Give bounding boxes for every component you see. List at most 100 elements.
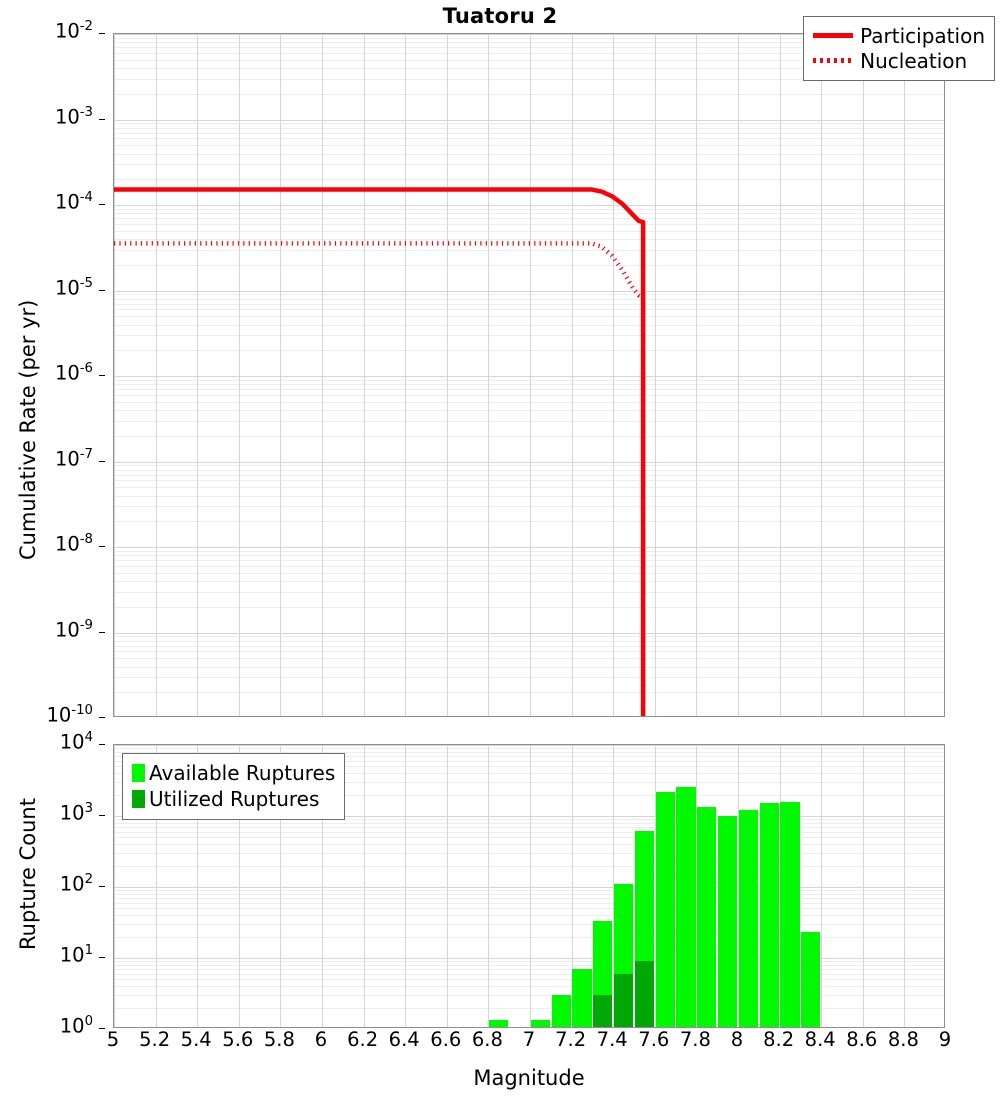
gridline-vertical bbox=[447, 745, 448, 1027]
rate-curves bbox=[114, 187, 646, 716]
gridline-minor-horizontal bbox=[114, 213, 944, 214]
gridline-minor-horizontal bbox=[114, 866, 944, 867]
gridline-minor-horizontal bbox=[114, 316, 944, 317]
y-axis-tick-mark bbox=[99, 1028, 105, 1029]
gridline-minor-horizontal bbox=[114, 304, 944, 305]
y-axis-tick-mark bbox=[99, 546, 105, 547]
rupture-count-plot: Available Ruptures Utilized Ruptures bbox=[113, 744, 945, 1028]
y-axis-tick-label: 103 bbox=[59, 801, 93, 825]
rupture-histogram bbox=[114, 745, 944, 1027]
gridline-minor-horizontal bbox=[114, 756, 944, 757]
gridline-major-horizontal bbox=[114, 547, 944, 548]
gridline-major-horizontal bbox=[114, 462, 944, 463]
gridline-minor-horizontal bbox=[114, 325, 944, 326]
gridline-major-horizontal bbox=[114, 887, 944, 888]
gridline-minor-horizontal bbox=[114, 480, 944, 481]
gridline-vertical bbox=[405, 34, 406, 716]
gridline-major-horizontal bbox=[114, 816, 944, 817]
bar-available-ruptures bbox=[759, 803, 779, 1027]
x-axis-tick-label: 5.8 bbox=[263, 1028, 295, 1051]
gridline-major-horizontal bbox=[114, 958, 944, 959]
y-axis-tick-mark bbox=[99, 375, 105, 376]
y-axis-tick-label: 10-6 bbox=[54, 361, 93, 385]
gridline-minor-horizontal bbox=[114, 224, 944, 225]
bar-available-ruptures bbox=[655, 791, 675, 1027]
gridline-minor-horizontal bbox=[114, 827, 944, 828]
x-axis-tick-label: 5.4 bbox=[180, 1028, 212, 1051]
x-axis-tick-label: 5.6 bbox=[222, 1028, 254, 1051]
gridline-minor-horizontal bbox=[114, 965, 944, 966]
x-axis-tick-label: 9 bbox=[938, 1028, 952, 1051]
legend-label-utilized-ruptures: Utilized Ruptures bbox=[149, 787, 320, 811]
gridline-minor-horizontal bbox=[114, 692, 944, 693]
x-axis-tick-label: 8.8 bbox=[887, 1028, 919, 1051]
gridline-minor-horizontal bbox=[114, 908, 944, 909]
bar-utilized-ruptures bbox=[613, 973, 634, 1027]
y-axis-tick-mark bbox=[99, 119, 105, 120]
gridline-vertical bbox=[239, 745, 240, 1027]
y-axis-tick-label: 10-7 bbox=[54, 446, 93, 470]
gridline-minor-horizontal bbox=[114, 898, 944, 899]
legend-item-utilized-ruptures: Utilized Ruptures bbox=[132, 786, 335, 812]
bar-available-ruptures bbox=[489, 1020, 509, 1027]
gridline-minor-horizontal bbox=[114, 239, 944, 240]
gridline-vertical bbox=[197, 34, 198, 716]
participation-line-swatch bbox=[813, 26, 854, 46]
x-axis-tick-label: 8.6 bbox=[846, 1028, 878, 1051]
x-axis-tick-label: 6.2 bbox=[347, 1028, 379, 1051]
gridline-minor-horizontal bbox=[114, 410, 944, 411]
bar-available-ruptures bbox=[697, 806, 717, 1027]
gridline-minor-horizontal bbox=[114, 560, 944, 561]
gridline-vertical bbox=[156, 34, 157, 716]
gridline-minor-horizontal bbox=[114, 974, 944, 975]
bar-available-ruptures bbox=[738, 810, 759, 1027]
gridline-minor-horizontal bbox=[114, 658, 944, 659]
y-axis-tick-mark bbox=[99, 290, 105, 291]
legend-item-participation: Participation bbox=[813, 23, 985, 48]
y-axis-tick-label: 10-5 bbox=[54, 275, 93, 299]
gridline-vertical bbox=[322, 745, 323, 1027]
gridline-minor-horizontal bbox=[114, 299, 944, 300]
x-axis-tick-label: 6.8 bbox=[471, 1028, 503, 1051]
y-axis-tick-mark bbox=[99, 461, 105, 462]
gridline-vertical bbox=[530, 745, 531, 1027]
gridline-vertical bbox=[613, 34, 614, 716]
y-axis-tick-label: 10-8 bbox=[54, 532, 93, 556]
gridline-minor-horizontal bbox=[114, 677, 944, 678]
gridline-vertical bbox=[405, 745, 406, 1027]
gridline-vertical bbox=[863, 34, 864, 716]
cumulative-rate-plot bbox=[113, 33, 945, 717]
gridline-vertical bbox=[488, 34, 489, 716]
gridline-major-horizontal bbox=[114, 745, 944, 746]
gridline-minor-horizontal bbox=[114, 294, 944, 295]
legend-label-available-ruptures: Available Ruptures bbox=[149, 761, 336, 785]
gridline-vertical bbox=[280, 745, 281, 1027]
gridline-minor-horizontal bbox=[114, 470, 944, 471]
gridline-vertical bbox=[863, 745, 864, 1027]
gridline-minor-horizontal bbox=[114, 641, 944, 642]
gridline-minor-horizontal bbox=[114, 145, 944, 146]
gridline-minor-horizontal bbox=[114, 94, 944, 95]
gridline-minor-horizontal bbox=[114, 309, 944, 310]
gridline-minor-horizontal bbox=[114, 853, 944, 854]
utilized-ruptures-swatch bbox=[132, 790, 145, 808]
gridline-minor-horizontal bbox=[114, 60, 944, 61]
top-y-axis-title: Cumulative Rate (per yr) bbox=[16, 299, 40, 560]
x-axis-tick-label: 8 bbox=[730, 1028, 744, 1051]
gridline-minor-horizontal bbox=[114, 832, 944, 833]
gridline-vertical bbox=[572, 745, 573, 1027]
y-axis-tick-label: 10-4 bbox=[54, 190, 93, 214]
gridline-minor-horizontal bbox=[114, 915, 944, 916]
gridline-vertical bbox=[447, 34, 448, 716]
gridline-minor-horizontal bbox=[114, 123, 944, 124]
gridline-minor-horizontal bbox=[114, 47, 944, 48]
bar-available-ruptures bbox=[530, 1020, 551, 1027]
gridline-minor-horizontal bbox=[114, 592, 944, 593]
legend-label-participation: Participation bbox=[860, 23, 985, 48]
bar-available-ruptures bbox=[572, 968, 592, 1027]
y-axis-tick-label: 101 bbox=[59, 943, 93, 967]
gridline-minor-horizontal bbox=[114, 961, 944, 962]
gridline-vertical bbox=[738, 745, 739, 1027]
gridline-minor-horizontal bbox=[114, 667, 944, 668]
gridline-minor-horizontal bbox=[114, 551, 944, 552]
